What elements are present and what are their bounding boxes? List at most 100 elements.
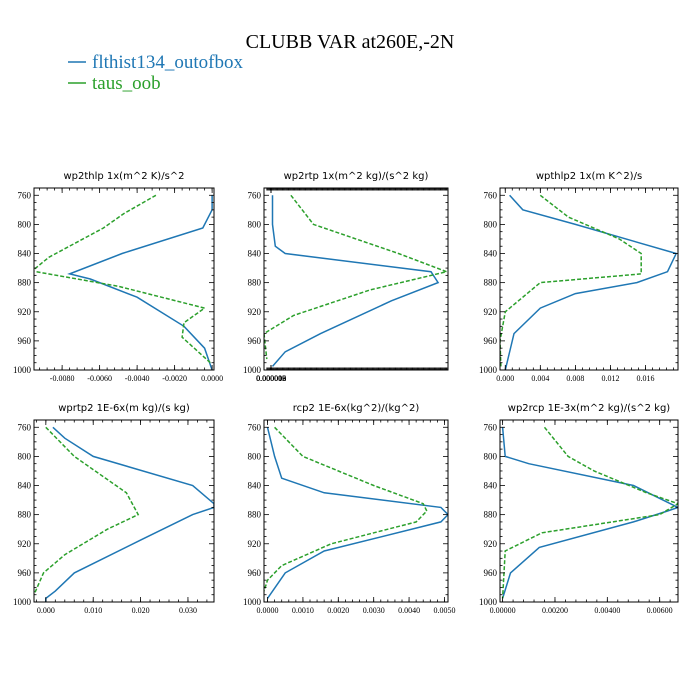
y-tick-label: 960: [18, 336, 32, 346]
panel-title: wp2rtp 1x(m^2 kg)/(s^2 kg): [284, 171, 429, 182]
x-tick-label: -0.0020: [162, 374, 187, 383]
y-tick-label: 840: [18, 481, 32, 491]
panels: wp2thlp 1x(m^2 K)/s^2 760 800 840 880 920 960 1…: [13, 171, 679, 615]
y-tick-label: 760: [484, 422, 498, 432]
x-tick-label: 0.000009: [256, 374, 286, 383]
y-tick-label: 880: [248, 278, 262, 288]
plot-frame: [499, 187, 679, 371]
series-line-taus-oob: [34, 194, 211, 364]
panel-title: wprtp2 1E-6x(m kg)/(s kg): [58, 403, 190, 414]
y-tick-label: 920: [18, 307, 32, 317]
series-line-flthist134: [266, 427, 448, 599]
x-tick-label: 0.000: [496, 374, 514, 383]
x-tick-label: 0.000006: [256, 374, 286, 383]
plot-frame: [33, 187, 215, 371]
x-tick-label: 0.0000: [201, 374, 223, 383]
x-tick-label: 0.00000: [490, 606, 516, 615]
series-group: [34, 426, 214, 602]
series-group: [264, 426, 448, 599]
y-tick-label: 840: [484, 249, 498, 259]
y-tick-label: 800: [18, 451, 32, 461]
x-tick-label: 0.00600: [647, 606, 673, 615]
panel-1: wp2thlp 1x(m^2 K)/s^2 760 800 840 880 920 960 1…: [13, 171, 223, 383]
legend-label-taus-oob: taus_oob: [92, 73, 161, 94]
panel-4: wprtp2 1E-6x(m kg)/(s kg) 760 800 840 880 920…: [13, 403, 215, 615]
x-tick-label: 0.000000: [256, 374, 286, 383]
panel-title: rcp2 1E-6x(kg^2)/(kg^2): [293, 403, 420, 414]
series-group: [501, 426, 678, 599]
series-line-taus-oob: [501, 426, 678, 599]
x-tick-label: 0.000: [37, 606, 55, 615]
series-line-flthist134: [271, 195, 440, 367]
y-tick-label: 1000: [479, 597, 498, 607]
y-tick-label: 840: [484, 481, 498, 491]
y-tick-label: 840: [248, 481, 262, 491]
x-tick-label: 0.008: [566, 374, 584, 383]
x-tick-label: -0.0060: [87, 374, 112, 383]
y-tick-label: 800: [18, 219, 32, 229]
y-tick-label: 1000: [243, 365, 262, 375]
x-tick-label: 0.0010: [292, 606, 314, 615]
y-tick-label: 920: [248, 539, 262, 549]
y-tick-label: 960: [484, 568, 498, 578]
series-line-taus-oob: [264, 194, 448, 360]
legend-label-flthist134: flthist134_outofbox: [92, 52, 243, 73]
series-line-flthist134: [504, 194, 678, 370]
panel-2: wp2rtp 1x(m^2 kg)/(s^2 kg) 760 800 840 880 92…: [243, 171, 449, 383]
y-tick-label: 760: [18, 422, 32, 432]
x-tick-label: -0.0040: [125, 374, 150, 383]
x-tick-label: 0.00400: [594, 606, 620, 615]
figure-title: CLUBB VAR at260E,-2N: [246, 31, 455, 53]
panel-title: wp2thlp 1x(m^2 K)/s^2: [63, 171, 184, 182]
y-tick-label: 920: [18, 539, 32, 549]
x-tick-label: 0.0020: [327, 606, 349, 615]
legend: flthist134_outofbox taus_oob: [68, 52, 243, 94]
y-tick-label: 880: [484, 510, 498, 520]
series-line-taus-oob: [500, 194, 642, 367]
y-tick-label: 760: [248, 422, 262, 432]
panel-3: wpthlp2 1x(m K^2)/s 760 800 840 880 920 960 100…: [479, 171, 679, 383]
plot-frame: [499, 419, 679, 603]
y-tick-label: 960: [484, 336, 498, 346]
series-line-taus-oob: [264, 426, 428, 592]
x-tick-label: -0.0080: [50, 374, 75, 383]
series-line-flthist134: [501, 427, 678, 599]
x-tick-label: 0.020: [132, 606, 150, 615]
x-tick-label: 0.0000: [257, 606, 279, 615]
panel-title: wp2rcp 1E-3x(m^2 kg)/(s^2 kg): [508, 403, 671, 414]
x-tick-label: 0.012: [601, 374, 619, 383]
x-tick-label: 0.000003: [256, 374, 286, 383]
x-tick-label: 0.0030: [363, 606, 385, 615]
plot-frame: [33, 419, 215, 603]
y-tick-label: 960: [248, 568, 262, 578]
y-tick-label: 840: [18, 249, 32, 259]
panel-6: wp2rcp 1E-3x(m^2 kg)/(s^2 kg) 760 800 840 88…: [479, 403, 679, 615]
y-tick-label: 1000: [13, 365, 32, 375]
y-tick-label: 880: [18, 510, 32, 520]
series-group: [34, 194, 213, 370]
x-tick-label: 0.010: [84, 606, 102, 615]
series-group: [500, 194, 678, 370]
x-tick-label: 0.016: [637, 374, 655, 383]
y-tick-label: 880: [484, 278, 498, 288]
series-group: [264, 194, 448, 367]
y-tick-label: 920: [484, 539, 498, 549]
y-tick-label: 800: [484, 451, 498, 461]
y-tick-label: 800: [484, 219, 498, 229]
panel-5: rcp2 1E-6x(kg^2)/(kg^2) 760 800 840 880 920 96…: [243, 403, 455, 615]
plot-frame: [263, 187, 449, 371]
y-tick-label: 960: [18, 568, 32, 578]
x-tick-label: 0.000012: [256, 374, 286, 383]
y-tick-label: 880: [248, 510, 262, 520]
panel-title: wpthlp2 1x(m K^2)/s: [536, 171, 642, 182]
y-tick-label: 880: [18, 278, 32, 288]
y-tick-label: 920: [248, 307, 262, 317]
y-tick-label: 840: [248, 249, 262, 259]
x-tick-label: 0.030: [179, 606, 197, 615]
y-tick-label: 1000: [479, 365, 498, 375]
y-tick-label: 760: [18, 190, 32, 200]
series-line-flthist134: [45, 426, 214, 602]
x-tick-label: 0.004: [531, 374, 549, 383]
plot-frame: [263, 419, 449, 603]
x-tick-label: 0.0050: [433, 606, 455, 615]
